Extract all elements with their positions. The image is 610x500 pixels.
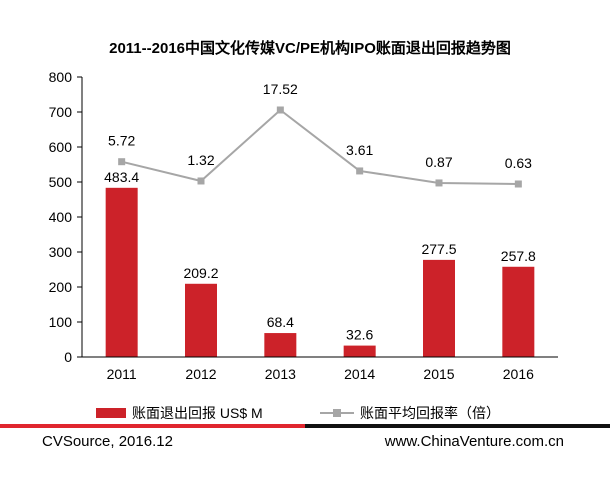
- line-series: 5.72 1.32 17.52 3.61 0.87 0.63: [108, 81, 532, 188]
- x-tick-label: 2014: [344, 366, 375, 382]
- y-tick-label: 400: [49, 209, 73, 225]
- y-tick-label: 300: [49, 244, 73, 260]
- bar: [185, 283, 217, 357]
- y-axis: 0 100 200 300 400 500 600 700 800: [49, 69, 83, 365]
- x-tick-label: 2013: [265, 366, 296, 382]
- bar: [423, 259, 455, 357]
- y-tick-label: 100: [49, 314, 73, 330]
- line-value-label: 0.63: [505, 155, 532, 171]
- line-value-label: 5.72: [108, 133, 135, 149]
- series-line: [121, 108, 519, 185]
- line-point: [118, 158, 126, 166]
- bar-value-label: 209.2: [183, 265, 218, 281]
- bar-series: 483.4 209.2 68.4 32.6 277.5 257.8: [104, 169, 536, 357]
- legend: 账面退出回报 US$ M 账面平均回报率（倍）: [0, 403, 610, 421]
- line-point: [356, 167, 364, 175]
- x-tick-label: 2016: [503, 366, 534, 382]
- y-tick-label: 700: [49, 104, 73, 120]
- line-point: [276, 106, 284, 114]
- bar: [105, 187, 138, 357]
- y-tick-label: 600: [49, 139, 73, 155]
- bar-value-label: 68.4: [267, 314, 294, 330]
- y-tick-label: 200: [49, 279, 73, 295]
- footer-rule-red: [0, 424, 305, 428]
- x-tick-label: 2015: [423, 366, 454, 382]
- bar-value-label: 483.4: [104, 169, 139, 185]
- chart-title: 2011--2016中国文化传媒VC/PE机构IPO账面退出回报趋势图: [109, 40, 511, 57]
- line-point: [435, 179, 443, 187]
- bar: [343, 345, 376, 357]
- x-tick-label: 2011: [107, 366, 137, 382]
- line-value-label: 0.87: [425, 154, 452, 170]
- legend-label-line: 账面平均回报率（倍）: [360, 405, 500, 421]
- legend-item-line: 账面平均回报率（倍）: [320, 403, 500, 423]
- line-value-label: 17.52: [263, 81, 298, 97]
- footer-rule-black: [305, 424, 610, 428]
- line-point: [514, 180, 522, 188]
- line-value-label: 3.61: [346, 142, 373, 158]
- legend-item-bar: 账面退出回报 US$ M: [96, 403, 263, 423]
- y-tick-label: 500: [49, 174, 73, 190]
- x-axis: 2011 2012 2013 2014 2015 2016: [82, 356, 558, 382]
- bar: [264, 333, 297, 357]
- line-value-label: 1.32: [187, 152, 214, 168]
- x-tick-label: 2012: [185, 366, 216, 382]
- bar-value-label: 277.5: [421, 241, 456, 257]
- website-link[interactable]: www.ChinaVenture.com.cn: [384, 433, 564, 450]
- line-point: [197, 177, 205, 185]
- source-note: CVSource, 2016.12: [42, 433, 173, 450]
- legend-label-bar: 账面退出回报 US$ M: [132, 405, 263, 421]
- legend-bar-swatch: [96, 408, 126, 418]
- y-tick-label: 0: [64, 349, 72, 365]
- bar-value-label: 257.8: [501, 248, 536, 264]
- bar: [502, 266, 535, 357]
- legend-line-swatch: [320, 408, 354, 418]
- y-tick-label: 800: [49, 69, 73, 85]
- bar-value-label: 32.6: [346, 327, 373, 343]
